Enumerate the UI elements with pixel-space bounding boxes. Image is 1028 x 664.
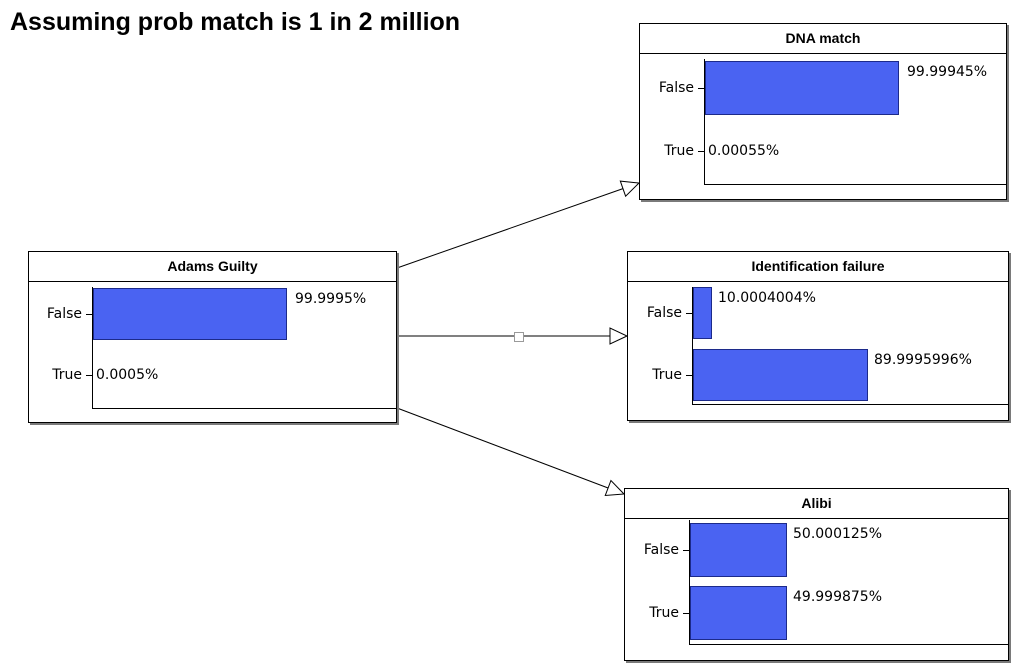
node-body: False 10.0004004% True 89.9995996% [628, 282, 1008, 420]
arrowhead-dna-match [619, 180, 641, 198]
edge-adams-guilty-to-alibi[interactable] [396, 407, 609, 489]
node-identification-failure[interactable]: Identification failure False 10.0004004% Tr… [627, 251, 1009, 421]
state-tick [683, 550, 689, 551]
state-value-false: 99.9995% [295, 291, 367, 307]
state-value-false: 99.99945% [907, 64, 988, 80]
state-value-true: 0.00055% [708, 143, 780, 159]
plot-axis [692, 287, 1008, 405]
node-body: False 50.000125% True 49.999875% [625, 519, 1008, 660]
state-label-true: True [664, 143, 694, 159]
state-bar-true [690, 586, 787, 640]
state-value-true: 0.0005% [96, 367, 159, 383]
state-value-false: 50.000125% [793, 526, 883, 542]
state-bar-false [93, 288, 287, 340]
plot-axis [92, 287, 396, 409]
state-tick [683, 613, 689, 614]
state-value-true: 89.9995996% [874, 352, 972, 368]
state-tick [86, 375, 92, 376]
edge-handle[interactable] [514, 332, 524, 342]
state-value-true: 49.999875% [793, 589, 883, 605]
arrowhead-identification-failure [609, 327, 629, 345]
node-title: Adams Guilty [29, 252, 396, 282]
state-label-false: False [46, 306, 82, 322]
state-bar-false [705, 61, 899, 115]
plot-axis [704, 59, 1006, 185]
node-title: DNA match [640, 24, 1006, 54]
state-bar-false [690, 523, 787, 577]
state-tick [698, 151, 704, 152]
state-label-false: False [646, 305, 682, 321]
state-label-true: True [652, 367, 682, 383]
state-label-true: True [52, 367, 82, 383]
node-dna-match[interactable]: DNA match False 99.99945% True 0.00055% [639, 23, 1007, 200]
state-value-false: 10.0004004% [718, 290, 816, 306]
node-title: Alibi [625, 489, 1008, 519]
state-tick [698, 88, 704, 89]
node-adams-guilty[interactable]: Adams Guilty False 99.9995% True 0.0005% [28, 251, 397, 423]
node-body: False 99.9995% True 0.0005% [29, 282, 396, 422]
state-tick [86, 314, 92, 315]
state-tick [686, 313, 692, 314]
state-label-false: False [643, 542, 679, 558]
diagram-heading: Assuming prob match is 1 in 2 million [10, 8, 461, 36]
edge-adams-guilty-to-dna-match[interactable] [396, 188, 624, 269]
arrowhead-alibi [604, 479, 626, 497]
node-body: False 99.99945% True 0.00055% [640, 54, 1006, 199]
state-tick [686, 375, 692, 376]
state-bar-true [693, 349, 868, 401]
state-label-false: False [658, 80, 694, 96]
state-bar-false [693, 287, 712, 339]
node-title: Identification failure [628, 252, 1008, 282]
node-alibi[interactable]: Alibi False 50.000125% True 49.999875% [624, 488, 1009, 661]
state-label-true: True [649, 605, 679, 621]
plot-axis [689, 520, 1008, 645]
